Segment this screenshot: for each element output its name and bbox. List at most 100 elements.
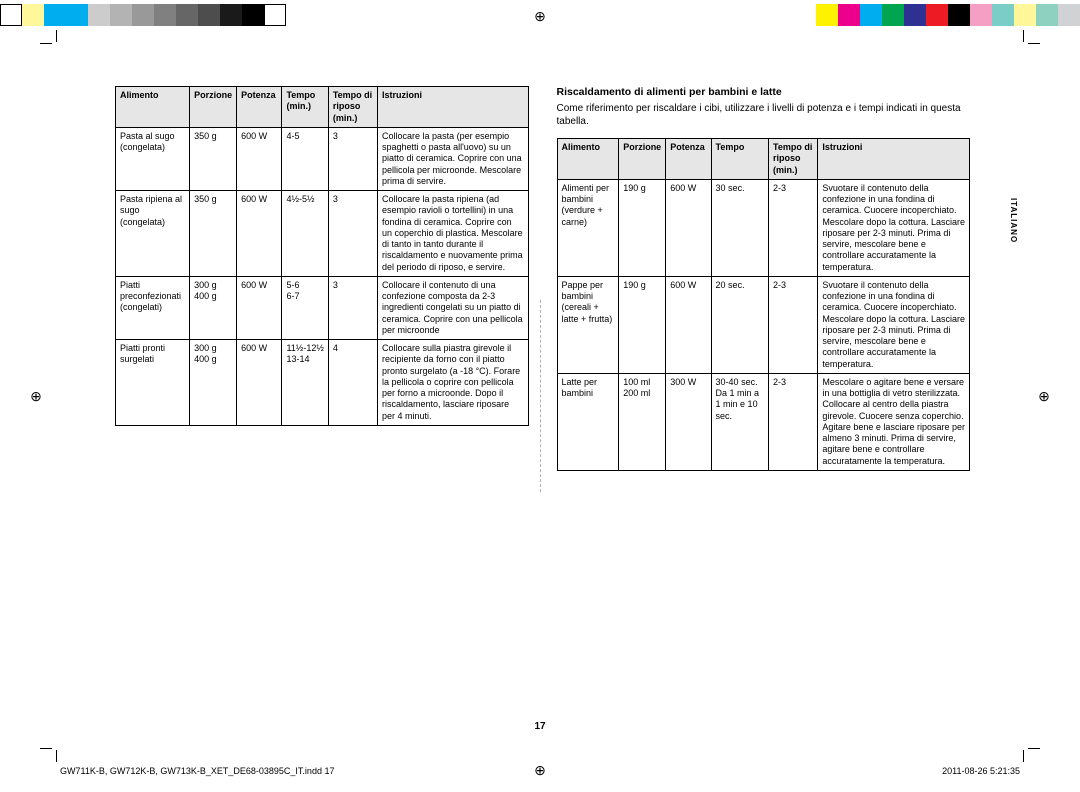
color-swatch	[22, 4, 44, 26]
food-reheating-table: AlimentoPorzionePotenzaTempo (min.)Tempo…	[115, 86, 529, 426]
table-cell: 11½-12½13-14	[282, 340, 328, 426]
left-column: AlimentoPorzionePotenzaTempo (min.)Tempo…	[115, 86, 529, 471]
table-row: Piatti preconfezionati (congelati)300 g4…	[116, 276, 529, 339]
table-row: Piatti pronti surgelati300 g400 g600 W11…	[116, 340, 529, 426]
table-cell: 100 ml200 ml	[619, 373, 666, 470]
crop-mark	[1023, 30, 1024, 42]
table-cell: Latte per bambini	[557, 373, 619, 470]
color-swatch	[860, 4, 882, 26]
language-tab: ITALIANO	[1009, 198, 1018, 243]
table-cell: 350 g	[190, 191, 237, 277]
crop-mark	[1023, 750, 1024, 762]
color-swatch	[904, 4, 926, 26]
baby-food-table: AlimentoPorzionePotenzaTempoTempo di rip…	[557, 138, 971, 471]
color-bar-right	[816, 4, 1080, 26]
registration-mark-icon: ⊕	[28, 388, 44, 404]
section-intro: Come riferimento per riscaldare i cibi, …	[557, 102, 971, 128]
registration-mark-icon: ⊕	[1036, 388, 1052, 404]
column-header: Tempo di riposo (min.)	[769, 139, 818, 180]
column-header: Alimento	[557, 139, 619, 180]
column-header: Porzione	[190, 87, 237, 128]
column-header: Potenza	[237, 87, 282, 128]
table-cell: Collocare la pasta (per esempio spaghett…	[378, 127, 528, 190]
table-cell: 600 W	[237, 127, 282, 190]
table-row: Latte per bambini100 ml200 ml300 W30-40 …	[557, 373, 970, 470]
footer-timestamp: 2011-08-26 5:21:35	[942, 766, 1020, 776]
table-cell: 600 W	[237, 276, 282, 339]
column-header: Istruzioni	[818, 139, 970, 180]
table-cell: 300 g400 g	[190, 276, 237, 339]
crop-mark	[40, 748, 52, 749]
color-swatch	[220, 4, 242, 26]
table-cell: Piatti preconfezionati (congelati)	[116, 276, 190, 339]
color-swatch	[838, 4, 860, 26]
column-header: Istruzioni	[378, 87, 528, 128]
color-swatch	[992, 4, 1014, 26]
color-swatch	[264, 4, 286, 26]
color-swatch	[1036, 4, 1058, 26]
column-header: Alimento	[116, 87, 190, 128]
table-cell: Alimenti per bambini (verdure + carne)	[557, 179, 619, 276]
table-cell: 2-3	[769, 276, 818, 373]
table-cell: Pappe per bambini (cereali + latte + fru…	[557, 276, 619, 373]
table-cell: 5-66-7	[282, 276, 328, 339]
color-swatch	[154, 4, 176, 26]
color-swatch	[1058, 4, 1080, 26]
color-swatch	[242, 4, 264, 26]
color-swatch	[970, 4, 992, 26]
table-cell: 3	[328, 127, 377, 190]
table-cell: 20 sec.	[711, 276, 769, 373]
table-cell: 600 W	[666, 179, 711, 276]
table-header-row: AlimentoPorzionePotenzaTempoTempo di rip…	[557, 139, 970, 180]
color-swatch	[816, 4, 838, 26]
table-header-row: AlimentoPorzionePotenzaTempo (min.)Tempo…	[116, 87, 529, 128]
column-header: Porzione	[619, 139, 666, 180]
table-cell: 190 g	[619, 179, 666, 276]
column-header: Potenza	[666, 139, 711, 180]
table-cell: 600 W	[237, 191, 282, 277]
crop-mark	[56, 30, 57, 42]
table-cell: 3	[328, 191, 377, 277]
table-cell: 600 W	[237, 340, 282, 426]
color-swatch	[110, 4, 132, 26]
table-cell: 2-3	[769, 179, 818, 276]
table-cell: Svuotare il contenuto della confezione i…	[818, 179, 970, 276]
color-swatch	[198, 4, 220, 26]
crop-mark	[1028, 748, 1040, 749]
table-cell: Piatti pronti surgelati	[116, 340, 190, 426]
color-bar-left	[0, 4, 286, 26]
footer-filename: GW711K-B, GW712K-B, GW713K-B_XET_DE68-03…	[60, 766, 334, 776]
table-cell: 4-5	[282, 127, 328, 190]
color-swatch	[948, 4, 970, 26]
table-cell: Collocare sulla piastra girevole il reci…	[378, 340, 528, 426]
color-swatch	[44, 4, 66, 26]
table-row: Pasta ripiena al sugo (congelata)350 g60…	[116, 191, 529, 277]
table-cell: Collocare la pasta ripiena (ad esempio r…	[378, 191, 528, 277]
print-footer: GW711K-B, GW712K-B, GW713K-B_XET_DE68-03…	[60, 766, 1020, 776]
table-cell: 4½-5½	[282, 191, 328, 277]
table-cell: 30-40 sec.Da 1 min a 1 min e 10 sec.	[711, 373, 769, 470]
table-cell: Svuotare il contenuto della confezione i…	[818, 276, 970, 373]
column-header: Tempo di riposo (min.)	[328, 87, 377, 128]
registration-mark-icon: ⊕	[532, 8, 548, 24]
color-swatch	[0, 4, 22, 26]
color-swatch	[132, 4, 154, 26]
table-cell: 3	[328, 276, 377, 339]
color-swatch	[882, 4, 904, 26]
crop-mark	[56, 750, 57, 762]
crop-mark	[1028, 43, 1040, 44]
section-heading: Riscaldamento di alimenti per bambini e …	[557, 86, 971, 98]
table-cell: Pasta ripiena al sugo (congelata)	[116, 191, 190, 277]
table-cell: 30 sec.	[711, 179, 769, 276]
table-cell: 2-3	[769, 373, 818, 470]
column-header: Tempo	[711, 139, 769, 180]
page-content: AlimentoPorzionePotenzaTempo (min.)Tempo…	[115, 86, 970, 471]
table-cell: 600 W	[666, 276, 711, 373]
color-swatch	[926, 4, 948, 26]
table-cell: Mescolare o agitare bene e versare in un…	[818, 373, 970, 470]
table-cell: 300 W	[666, 373, 711, 470]
table-cell: 300 g400 g	[190, 340, 237, 426]
color-swatch	[88, 4, 110, 26]
color-swatch	[1014, 4, 1036, 26]
table-row: Pappe per bambini (cereali + latte + fru…	[557, 276, 970, 373]
